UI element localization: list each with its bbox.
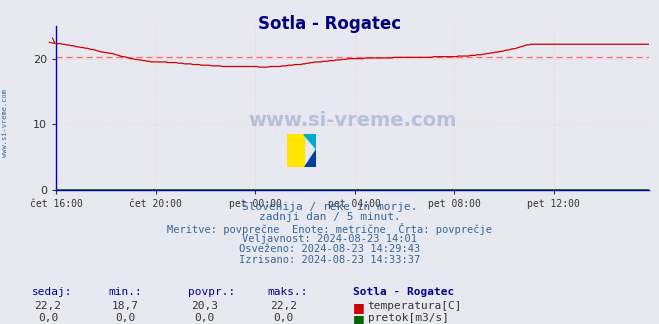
- Polygon shape: [304, 149, 316, 167]
- Text: 0,0: 0,0: [115, 313, 135, 323]
- Text: 18,7: 18,7: [112, 301, 138, 311]
- Text: ■: ■: [353, 313, 364, 324]
- Bar: [287, 134, 304, 167]
- Text: 22,2: 22,2: [35, 301, 61, 311]
- Text: 0,0: 0,0: [38, 313, 58, 323]
- Text: pretok[m3/s]: pretok[m3/s]: [368, 313, 449, 323]
- Text: 0,0: 0,0: [194, 313, 214, 323]
- Text: Izrisano: 2024-08-23 14:33:37: Izrisano: 2024-08-23 14:33:37: [239, 255, 420, 265]
- Text: ■: ■: [353, 301, 364, 314]
- Polygon shape: [304, 134, 316, 149]
- Text: sedaj:: sedaj:: [32, 287, 72, 297]
- Text: www.si-vreme.com: www.si-vreme.com: [2, 89, 9, 157]
- Text: Osveženo: 2024-08-23 14:29:43: Osveženo: 2024-08-23 14:29:43: [239, 244, 420, 254]
- Text: www.si-vreme.com: www.si-vreme.com: [248, 111, 457, 130]
- Text: Sotla - Rogatec: Sotla - Rogatec: [353, 287, 454, 297]
- Text: Slovenija / reke in morje.: Slovenija / reke in morje.: [242, 202, 417, 212]
- Text: Veljavnost: 2024-08-23 14:01: Veljavnost: 2024-08-23 14:01: [242, 234, 417, 244]
- Text: Meritve: povprečne  Enote: metrične  Črta: povprečje: Meritve: povprečne Enote: metrične Črta:…: [167, 223, 492, 235]
- Text: zadnji dan / 5 minut.: zadnji dan / 5 minut.: [258, 212, 401, 222]
- Text: 22,2: 22,2: [270, 301, 297, 311]
- Text: temperatura[C]: temperatura[C]: [368, 301, 462, 311]
- Text: povpr.:: povpr.:: [188, 287, 235, 297]
- Text: 20,3: 20,3: [191, 301, 217, 311]
- Text: maks.:: maks.:: [267, 287, 307, 297]
- Text: 0,0: 0,0: [273, 313, 293, 323]
- Text: min.:: min.:: [109, 287, 142, 297]
- Text: Sotla - Rogatec: Sotla - Rogatec: [258, 15, 401, 33]
